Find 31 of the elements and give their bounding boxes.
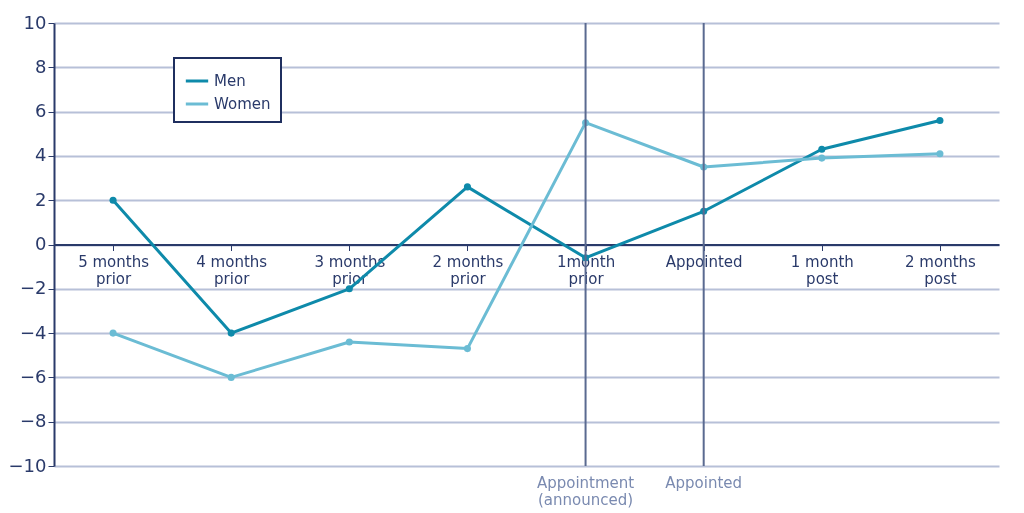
x-tick-label: 2 months post [905, 253, 977, 288]
point [936, 150, 944, 158]
x-tick-label: 1 month post [790, 253, 854, 288]
point [345, 338, 353, 346]
y-tick-label: 2 [35, 188, 47, 210]
y-tick-label: 10 [23, 11, 47, 33]
point [818, 154, 826, 162]
y-tick-label: 8 [35, 55, 47, 77]
ref-line-label: Appointed [665, 474, 743, 492]
x-tick-label: 2 months prior [432, 253, 504, 288]
y-tick-label: 0 [35, 233, 47, 254]
y-tick-label: −10 [8, 454, 47, 476]
x-tick-label: 4 months prior [196, 253, 268, 288]
ref-line-label: Appointment (announced) [536, 474, 635, 509]
point [818, 145, 826, 153]
point [463, 345, 471, 353]
y-tick-label: 6 [35, 100, 47, 122]
y-tick-label: −6 [19, 365, 47, 387]
legend-label: Men [214, 72, 246, 90]
point [227, 329, 235, 337]
y-tick-label: 4 [35, 144, 47, 166]
point [936, 116, 944, 124]
point [109, 329, 117, 337]
y-tick-label: −8 [19, 410, 47, 432]
x-tick-label: 5 months prior [78, 253, 150, 288]
y-tick-label: −4 [19, 321, 47, 343]
legend-label: Women [214, 95, 271, 113]
point [227, 373, 235, 381]
point [463, 183, 471, 191]
point [109, 196, 117, 204]
y-tick-label: −2 [19, 277, 47, 299]
